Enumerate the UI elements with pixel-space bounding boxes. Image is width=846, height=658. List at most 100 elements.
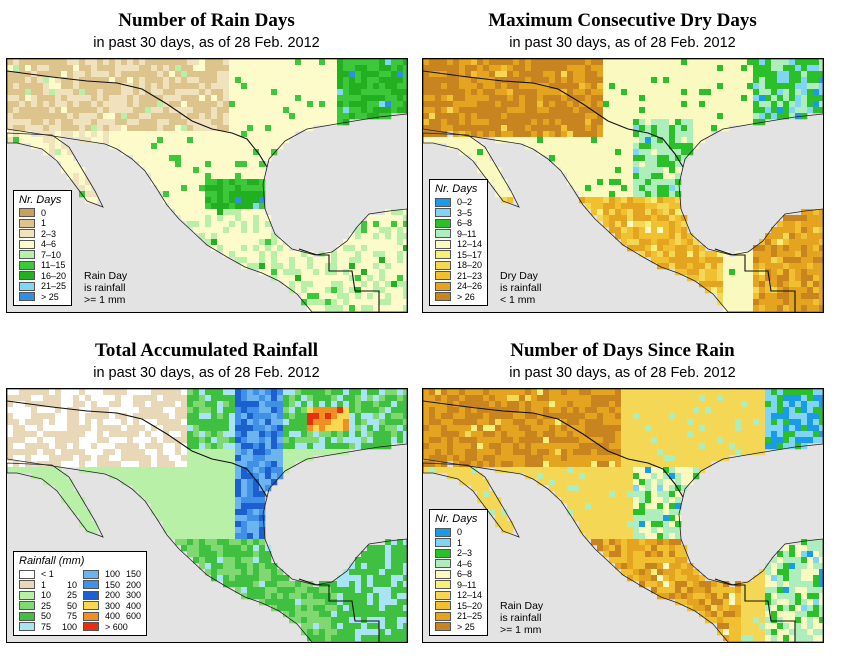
grid-cell <box>229 539 236 546</box>
grid-cell <box>49 413 56 420</box>
grid-cell <box>325 107 332 114</box>
grid-cell <box>609 179 616 186</box>
grid-cell <box>181 95 188 102</box>
grid-cell <box>705 269 712 276</box>
grid-cell <box>229 131 236 138</box>
grid-cell <box>307 437 314 444</box>
grid-cell <box>435 125 442 132</box>
grid-cell <box>139 485 146 492</box>
grid-cell <box>609 83 616 90</box>
grid-cell <box>199 59 206 66</box>
grid-cell <box>19 395 26 402</box>
grid-cell <box>789 305 796 312</box>
grid-cell <box>307 269 314 276</box>
grid-cell <box>91 455 98 462</box>
grid-cell <box>211 101 218 108</box>
panel-title: Number of Days Since Rain <box>510 340 735 361</box>
grid-cell <box>55 155 62 162</box>
grid-cell <box>681 239 688 246</box>
grid-cell <box>519 119 526 126</box>
grid-cell <box>253 209 260 216</box>
grid-cell <box>585 71 592 78</box>
grid-cell <box>193 83 200 90</box>
grid-cell <box>723 407 730 414</box>
grid-cell <box>555 155 562 162</box>
grid-cell <box>373 611 380 618</box>
grid-cell <box>271 443 278 450</box>
grid-cell <box>277 413 284 420</box>
grid-cell <box>367 95 374 102</box>
grid-cell <box>43 467 50 474</box>
grid-cell <box>301 611 308 618</box>
grid-cell <box>531 389 538 396</box>
grid-cell <box>633 233 640 240</box>
grid-cell <box>349 617 356 624</box>
grid-cell <box>453 95 460 102</box>
grid-cell <box>603 59 610 66</box>
grid-cell <box>747 407 754 414</box>
grid-cell <box>133 113 140 120</box>
grid-cell <box>289 251 296 258</box>
grid-cell <box>489 161 496 168</box>
grid-cell <box>223 557 230 564</box>
grid-cell <box>609 125 616 132</box>
grid-cell <box>169 137 176 144</box>
grid-cell <box>651 113 658 120</box>
grid-cell <box>283 443 290 450</box>
grid-cell <box>355 269 362 276</box>
grid-cell <box>597 71 604 78</box>
grid-cell <box>205 485 212 492</box>
grid-cell <box>133 473 140 480</box>
grid-cell <box>621 233 628 240</box>
grid-cell <box>705 89 712 96</box>
grid-cell <box>651 395 658 402</box>
grid-cell <box>151 143 158 150</box>
grid-cell <box>247 143 254 150</box>
grid-cell <box>181 413 188 420</box>
grid-cell <box>651 245 658 252</box>
grid-cell <box>247 77 254 84</box>
grid-cell <box>367 239 374 246</box>
grid-cell <box>403 59 407 66</box>
grid-cell <box>591 185 598 192</box>
grid-cell <box>537 89 544 96</box>
grid-cell <box>373 59 380 66</box>
grid-cell <box>675 257 682 264</box>
grid-cell <box>397 431 404 438</box>
grid-cell <box>283 395 290 402</box>
grid-cell <box>525 119 532 126</box>
grid-cell <box>771 263 778 270</box>
grid-cell <box>229 443 236 450</box>
grid-cell <box>627 197 634 204</box>
grid-cell <box>373 635 380 642</box>
grid-cell <box>229 215 236 222</box>
grid-cell <box>639 149 646 156</box>
grid-cell <box>471 125 478 132</box>
grid-cell <box>331 395 338 402</box>
grid-cell <box>151 413 158 420</box>
grid-cell <box>307 113 314 120</box>
grid-cell <box>259 437 266 444</box>
grid-cell <box>355 413 362 420</box>
grid-cell <box>483 155 490 162</box>
grid-cell <box>367 299 374 306</box>
grid-cell <box>295 263 302 270</box>
grid-cell <box>19 449 26 456</box>
grid-cell <box>217 125 224 132</box>
grid-cell <box>301 419 308 426</box>
grid-cell <box>549 71 556 78</box>
grid-cell <box>753 305 760 312</box>
grid-cell <box>397 59 404 66</box>
grid-cell <box>199 401 206 408</box>
grid-cell <box>681 401 688 408</box>
grid-cell <box>79 185 86 192</box>
grid-cell <box>241 65 248 72</box>
grid-cell <box>483 407 490 414</box>
grid-cell <box>211 527 218 534</box>
grid-cell <box>453 395 460 402</box>
grid-cell <box>379 635 386 642</box>
grid-cell <box>657 407 664 414</box>
grid-cell <box>343 413 350 420</box>
grid-cell <box>187 203 194 210</box>
grid-cell <box>235 83 242 90</box>
